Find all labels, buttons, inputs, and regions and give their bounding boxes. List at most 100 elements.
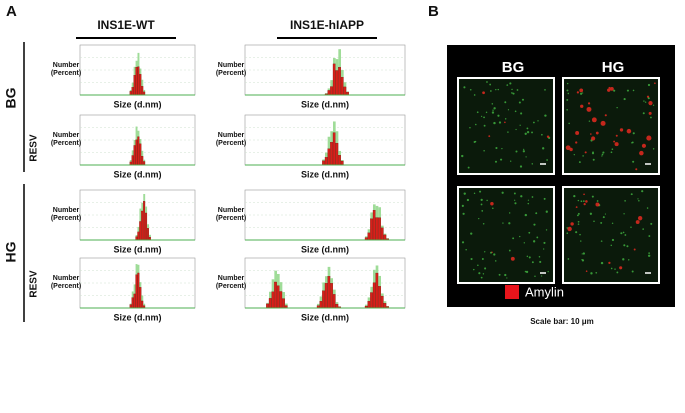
fluorescent-spot <box>524 132 527 135</box>
fluorescent-spot <box>582 155 584 157</box>
fluorescent-spot <box>469 126 471 129</box>
axis-label-line: (Percent) <box>216 70 246 77</box>
fluorescent-spot <box>544 89 546 91</box>
fluorescent-spot <box>490 201 494 206</box>
fluorescent-spot <box>511 88 513 91</box>
fluorescent-spot <box>608 86 611 89</box>
fluorescent-spot <box>566 89 569 92</box>
histogram-bar <box>370 218 373 241</box>
histogram-bar <box>330 142 333 166</box>
fluorescent-spot <box>490 251 492 254</box>
fluorescent-spot <box>632 132 635 135</box>
histogram-bar <box>135 139 138 166</box>
fluorescent-spot <box>461 154 464 158</box>
fluorescent-spot <box>483 150 485 152</box>
fluorescent-spot <box>575 131 580 135</box>
fluorescent-spot <box>543 197 546 200</box>
axis-label-line: (Percent) <box>216 215 246 222</box>
fluorescent-spot <box>576 214 579 217</box>
fluorescent-spot <box>509 82 512 85</box>
fluorescent-spot <box>526 131 530 134</box>
histogram-bar <box>343 86 347 96</box>
fluorescent-spot <box>595 202 600 207</box>
fluorescent-spot <box>565 145 571 151</box>
axis-label: Number (Percent) <box>51 275 81 290</box>
fluorescent-spot <box>615 134 618 137</box>
histogram-bar <box>282 298 285 309</box>
fluorescent-spot <box>535 212 538 215</box>
axis-label-line: Number <box>218 207 245 214</box>
fluorescent-spot <box>531 261 534 264</box>
histogram-bar <box>139 221 142 241</box>
fluorescent-spot <box>637 215 643 221</box>
fluorescent-spot <box>494 260 497 262</box>
fluorescent-spot <box>623 98 626 101</box>
histogram-bar <box>133 145 136 166</box>
fluorescent-spot <box>545 210 548 213</box>
fluorescent-spot <box>628 259 630 261</box>
fluorescent-spot <box>608 261 611 264</box>
histogram-bar <box>137 136 140 166</box>
fluorescent-spot <box>462 212 465 215</box>
fluorescent-spot <box>506 84 509 86</box>
histogram-bar <box>332 132 336 166</box>
axis-label-line: Number <box>218 62 245 69</box>
caption: Scale bar: 10 μm <box>530 317 594 326</box>
fluorescent-spot <box>469 88 472 91</box>
histogram-bar <box>330 283 333 309</box>
fluorescent-spot <box>467 166 470 169</box>
legend-label: Amylin <box>525 284 564 299</box>
histogram-bar <box>137 66 140 96</box>
fluorescent-spot <box>519 165 523 168</box>
fluorescent-spot <box>650 116 652 119</box>
fluorescent-spot <box>495 146 498 150</box>
histogram-bar <box>271 291 275 309</box>
histogram-bar <box>131 155 134 166</box>
fluorescent-spot <box>641 143 647 148</box>
fluorescent-spot <box>633 248 636 251</box>
fluorescent-spot <box>512 92 515 95</box>
fluorescent-spot <box>484 251 486 253</box>
axis-label: Size (d.nm) <box>301 99 349 109</box>
histogram-bar <box>135 274 138 309</box>
axis-label: Number (Percent) <box>51 132 81 147</box>
fluorescent-spot <box>522 150 525 153</box>
axis-label-line: (Percent) <box>51 70 81 77</box>
fluorescent-spot <box>573 195 576 198</box>
fluorescent-spot <box>480 203 483 206</box>
fluorescent-spot <box>647 254 651 257</box>
histogram-bar <box>137 231 140 241</box>
histogram-bar <box>372 210 376 241</box>
fluorescent-spot <box>461 241 465 244</box>
fluorescent-spot <box>576 91 580 94</box>
fluorescent-spot <box>481 210 484 212</box>
fluorescent-spot <box>642 112 645 115</box>
fluorescent-spot <box>476 111 479 114</box>
fluorescent-spot <box>566 232 569 235</box>
histogram-bar <box>327 276 331 309</box>
axis-label-line: Number <box>218 132 245 139</box>
fluorescent-spot <box>512 237 515 240</box>
fluorescent-spot <box>493 253 496 256</box>
histogram-bar <box>380 227 384 241</box>
histogram-bar <box>324 283 328 309</box>
histogram-bar <box>335 70 339 96</box>
fluorescent-spot <box>591 117 597 123</box>
histogram-bar <box>338 67 341 96</box>
fluorescent-spot <box>541 275 543 277</box>
histogram-bar <box>146 228 149 241</box>
fluorescent-spot <box>614 142 619 147</box>
row-label: RESV <box>29 270 40 298</box>
fluorescent-spot <box>635 220 640 224</box>
fluorescent-spot <box>648 252 650 255</box>
axis-label-line: Number <box>53 62 80 69</box>
fluorescent-spot <box>479 190 482 193</box>
fluorescent-spot <box>463 86 466 89</box>
fluorescent-spot <box>519 235 521 238</box>
fluorescent-spot <box>502 222 504 224</box>
fluorescent-spot <box>631 270 634 273</box>
fluorescent-spot <box>482 273 485 275</box>
histogram-bar <box>279 291 283 309</box>
fluorescent-spot <box>579 88 584 93</box>
axis-label-line: (Percent) <box>51 140 81 147</box>
